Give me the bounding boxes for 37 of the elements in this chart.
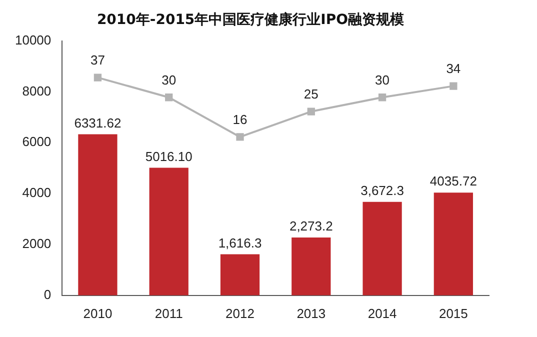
y-tick-label: 2000 xyxy=(22,236,52,252)
x-tick-label: 2013 xyxy=(296,306,326,321)
y-tick-label: 4000 xyxy=(22,185,52,200)
data-label: 30 xyxy=(375,72,390,88)
x-tick-label: 2011 xyxy=(154,306,183,321)
data-label: 25 xyxy=(304,86,318,102)
y-tick-label: 8000 xyxy=(22,83,52,98)
point xyxy=(450,82,458,90)
bar xyxy=(362,202,402,296)
data-label: 30 xyxy=(162,72,176,88)
y-tick-label: 10000 xyxy=(14,32,52,48)
bar xyxy=(434,192,473,296)
point xyxy=(94,74,102,82)
point xyxy=(307,108,315,116)
data-label: 34 xyxy=(446,61,461,76)
x-tick-label: 2015 xyxy=(438,306,468,321)
point xyxy=(165,94,173,102)
data-label: 6331.62 xyxy=(74,115,122,130)
data-label: 1,616.3 xyxy=(218,235,262,250)
data-label: 2,273.2 xyxy=(289,218,333,234)
point xyxy=(236,133,244,141)
data-label: 4035.72 xyxy=(430,174,477,189)
bar xyxy=(78,134,118,296)
x-tick-label: 2014 xyxy=(368,306,397,321)
y-tick-label: 6000 xyxy=(22,134,52,150)
data-label: 37 xyxy=(90,52,105,68)
data-label: 3,672.3 xyxy=(360,182,404,198)
data-label: 5016.10 xyxy=(145,148,192,164)
point xyxy=(378,94,386,102)
bar xyxy=(220,254,260,296)
x-tick-label: 2010 xyxy=(83,306,112,321)
y-tick-label: 0 xyxy=(44,286,52,302)
data-label: 16 xyxy=(232,112,248,128)
bar xyxy=(292,238,331,296)
bar xyxy=(149,168,188,296)
x-tick-label: 2012 xyxy=(226,306,254,321)
chart-title: 2010年-2015年中国医疗健康行业IPO融资规模 xyxy=(96,11,406,28)
